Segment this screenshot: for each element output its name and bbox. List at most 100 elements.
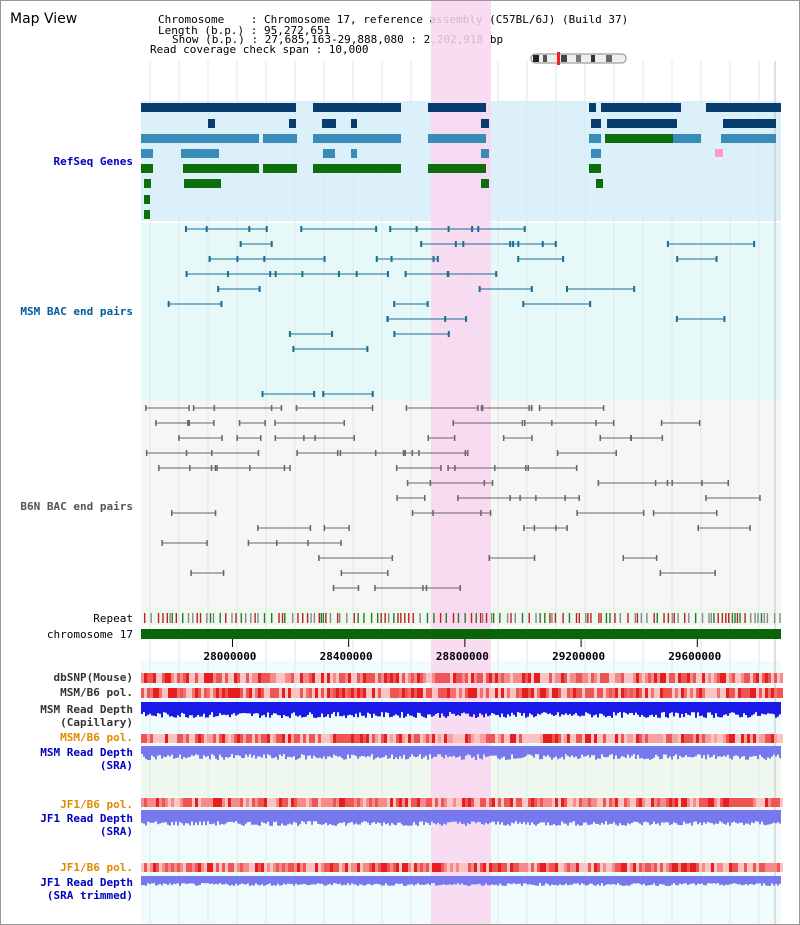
- b6n-bac-end: [531, 435, 533, 441]
- read-depth-bar: [279, 876, 281, 886]
- read-depth-bar: [317, 746, 319, 759]
- polymorphism-cell: [630, 734, 633, 743]
- b6n-bac-end: [566, 525, 568, 531]
- gene-feature: [721, 134, 776, 143]
- read-depth-bar: [227, 746, 229, 758]
- read-depth-bar: [311, 876, 313, 885]
- read-depth-bar: [741, 876, 743, 886]
- polymorphism-cell: [474, 688, 477, 698]
- read-depth-bar: [441, 876, 443, 885]
- polymorphism-cell: [528, 688, 531, 698]
- read-depth-bar: [325, 702, 327, 717]
- read-depth-bar: [671, 746, 673, 760]
- gene-feature: [601, 103, 681, 112]
- polymorphism-cell: [273, 734, 276, 743]
- read-depth-bar: [483, 876, 485, 886]
- polymorphism-cell: [690, 688, 693, 698]
- read-depth-bar: [747, 876, 749, 886]
- read-depth-bar: [433, 876, 435, 884]
- polymorphism-cell: [189, 688, 192, 698]
- track-label-b6n-bac[interactable]: B6N BAC end pairs: [20, 500, 133, 513]
- polymorphism-cell: [747, 688, 750, 698]
- read-depth-bar: [555, 810, 557, 826]
- msm-bac-end: [371, 391, 374, 397]
- repeat-mark: [701, 613, 704, 623]
- read-depth-bar: [297, 810, 299, 826]
- read-depth-bar: [511, 810, 513, 823]
- read-depth-bar: [485, 876, 487, 884]
- polymorphism-cell: [402, 673, 405, 683]
- read-depth-bar: [699, 876, 701, 884]
- b6n-bac-end: [459, 585, 461, 591]
- polymorphism-cell: [384, 688, 387, 698]
- read-depth-bar: [497, 702, 499, 715]
- polymorphism-cell: [561, 798, 564, 807]
- repeat-mark: [209, 613, 212, 623]
- read-depth-bar: [385, 746, 387, 756]
- repeat-mark: [544, 613, 546, 623]
- polymorphism-cell: [648, 863, 651, 872]
- polymorphism-cell: [492, 688, 495, 698]
- polymorphism-cell: [198, 863, 201, 872]
- polymorphism-cell: [771, 688, 774, 698]
- repeat-mark: [479, 613, 482, 623]
- read-depth-bar: [557, 876, 559, 886]
- read-depth-bar: [683, 876, 685, 884]
- polymorphism-cell: [432, 734, 435, 743]
- read-depth-bar: [287, 810, 289, 825]
- polymorphism-cell: [591, 798, 594, 807]
- read-depth-bar: [261, 810, 263, 822]
- read-depth-bar: [461, 876, 463, 884]
- read-depth-bar: [469, 876, 471, 886]
- polymorphism-cell: [750, 688, 753, 698]
- read-depth-bar: [581, 746, 583, 755]
- read-depth-bar: [365, 876, 367, 886]
- read-depth-bar: [179, 810, 181, 822]
- read-depth-bar: [399, 702, 401, 718]
- polymorphism-cell: [225, 863, 228, 872]
- read-depth-bar: [213, 702, 215, 718]
- polymorphism-cell: [411, 688, 414, 698]
- polymorphism-cell: [528, 798, 531, 807]
- polymorphism-cell: [270, 863, 273, 872]
- read-depth-bar: [145, 702, 147, 717]
- repeat-mark: [464, 613, 466, 623]
- read-depth-bar: [257, 810, 259, 826]
- read-depth-bar: [445, 746, 447, 755]
- read-depth-bar: [143, 810, 145, 824]
- polymorphism-cell: [435, 688, 438, 698]
- read-depth-bar: [507, 876, 509, 884]
- read-depth-bar: [587, 746, 589, 755]
- polymorphism-cell: [447, 863, 450, 872]
- track-label-refseq[interactable]: RefSeq Genes: [53, 155, 133, 168]
- polymorphism-cell: [285, 798, 288, 807]
- polymorphism-cell: [504, 734, 507, 743]
- repeat-mark: [162, 613, 164, 623]
- polymorphism-cell: [396, 673, 399, 683]
- polymorphism-cell: [540, 688, 543, 698]
- read-depth-bar: [459, 810, 461, 822]
- polymorphism-cell: [681, 673, 684, 683]
- repeat-mark: [157, 613, 160, 623]
- read-depth-bar: [295, 746, 297, 760]
- read-depth-bar: [779, 810, 781, 824]
- polymorphism-cell: [405, 673, 408, 683]
- polymorphism-cell: [483, 673, 486, 683]
- read-depth-bar: [709, 810, 711, 823]
- read-depth-bar: [173, 810, 175, 826]
- read-depth-bar: [551, 876, 553, 885]
- read-depth-bar: [603, 810, 605, 825]
- read-depth-bar: [171, 746, 173, 755]
- track-label-msm-bac[interactable]: MSM BAC end pairs: [20, 305, 133, 318]
- polymorphism-cell: [597, 734, 600, 743]
- read-depth-bar: [587, 810, 589, 825]
- read-depth-bar: [253, 876, 255, 886]
- read-depth-bar: [543, 746, 545, 756]
- read-depth-bar: [253, 810, 255, 825]
- b6n-bac-end: [348, 525, 350, 531]
- b6n-bac-end: [578, 495, 581, 501]
- gene-feature: [144, 195, 150, 204]
- read-depth-bar: [611, 810, 613, 824]
- polymorphism-cell: [522, 798, 525, 807]
